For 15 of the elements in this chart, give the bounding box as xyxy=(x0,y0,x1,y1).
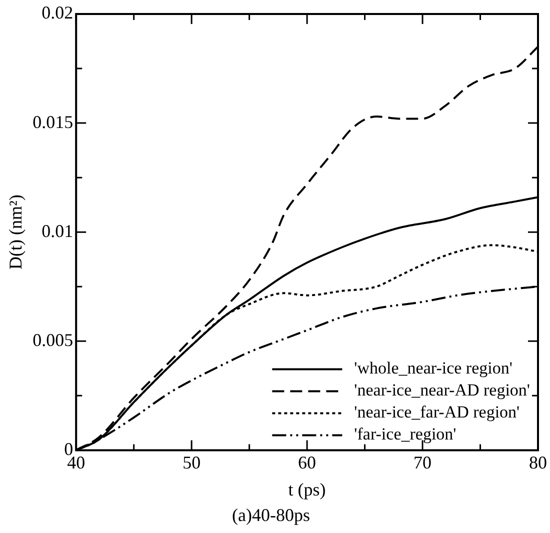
y-tick-label: 0.015 xyxy=(32,112,74,132)
legend-label: 'near-ice_far-AD region' xyxy=(354,402,520,422)
x-tick-label: 60 xyxy=(298,452,316,473)
x-tick-label: 70 xyxy=(414,452,432,473)
x-tick-label: 50 xyxy=(182,452,201,473)
x-tick-label: 80 xyxy=(529,452,547,473)
legend-label: 'near-ice_near-AD region' xyxy=(354,380,530,400)
legend-label: 'far-ice_region' xyxy=(354,424,456,444)
x-axis-title: t (ps) xyxy=(288,479,326,500)
y-tick-label: 0.005 xyxy=(32,330,74,350)
legend-label: 'whole_near-ice region' xyxy=(354,358,512,378)
y-tick-label: 0.01 xyxy=(42,220,74,241)
text: (a)40-80ps xyxy=(232,504,310,525)
y-axis-title: D(t) (nm²) xyxy=(6,194,26,270)
y-tick-label: 0.02 xyxy=(42,2,74,23)
